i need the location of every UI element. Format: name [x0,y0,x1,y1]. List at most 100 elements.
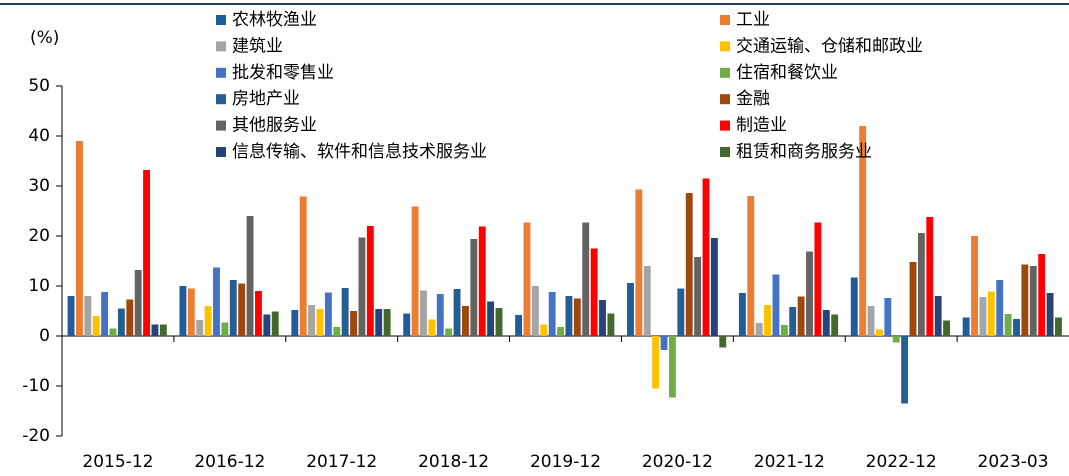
bar [159,324,167,336]
bar [84,296,92,336]
bar [383,309,391,336]
bar [822,310,830,336]
y-tick-label: 40 [28,126,50,146]
bar [196,320,204,336]
bar [143,170,151,336]
bar [1021,264,1029,336]
bar [719,336,727,348]
y-tick-label: 10 [28,276,50,296]
bar [109,328,117,336]
bar [531,286,539,336]
bar [1038,254,1046,336]
y-tick-label: 30 [28,176,50,196]
y-tick-label: 0 [39,326,50,346]
legend-label: 工业 [736,10,770,30]
bar [445,328,453,336]
bar [515,315,523,336]
legend-swatch [216,120,226,131]
bar [909,262,917,336]
bar [462,306,469,336]
bar [350,311,357,336]
bar [324,292,332,336]
bar [565,296,573,336]
bar [780,325,788,336]
bar [333,327,341,336]
bar [892,336,900,343]
bar [710,238,718,336]
x-tick-label: 2022-12 [866,452,937,472]
legend-swatch [720,15,730,25]
bar [764,305,771,336]
legend-swatch [216,15,226,25]
bar [548,292,556,336]
bar [867,306,875,336]
bar [436,294,444,336]
legend-label: 金融 [736,89,770,109]
bar [884,298,892,336]
bar [643,266,651,336]
bar [979,297,987,336]
legend-swatch [720,94,730,105]
bar [926,217,934,336]
bar [789,307,797,336]
bar [850,277,858,336]
bar [1029,266,1037,336]
bar [246,216,254,336]
x-tick-label: 2023-03 [978,452,1049,472]
bar [1055,317,1062,336]
bar [590,248,598,336]
bar [134,270,142,336]
bar [607,313,615,336]
legend-swatch [720,120,730,131]
y-tick-label: 50 [28,76,50,96]
bar [126,299,134,336]
bar [470,239,478,336]
bar [627,283,634,336]
legend-label: 农林牧渔业 [232,10,317,30]
bar [599,300,606,336]
legend-label: 交通运输、仓储和邮政业 [736,36,923,56]
bar [117,308,125,336]
legend-swatch [216,94,226,105]
bar [943,320,951,336]
x-tick-label: 2016-12 [194,452,265,472]
y-axis-label: (%) [30,28,59,48]
bar [151,324,159,336]
bar [375,309,383,336]
x-tick-label: 2020-12 [642,452,713,472]
bar [962,317,970,336]
bar [271,311,279,336]
legend-swatch [720,147,730,157]
x-tick-label: 2015-12 [82,452,153,472]
bar [987,291,995,336]
legend-label: 住宿和餐饮业 [736,63,838,83]
bar [652,336,660,389]
bar [478,226,486,336]
bar [179,286,187,336]
bar [255,291,262,336]
y-tick-label: -10 [22,376,50,396]
bar [487,301,495,336]
bar [677,288,685,336]
legend-swatch [216,41,226,52]
legend-label: 其他服务业 [232,116,317,136]
x-tick-label: 2017-12 [306,452,377,472]
bar [540,324,548,336]
bar [747,196,755,336]
legend-label: 制造业 [736,116,787,136]
bar [204,306,212,336]
bar [831,314,839,336]
bar [238,283,246,336]
bar [428,319,436,336]
bar [668,336,676,398]
bar [75,141,83,336]
bar [495,308,503,336]
bar [859,126,867,336]
bar [934,296,942,336]
bar [316,309,324,336]
bar [411,206,419,336]
bar [582,222,590,336]
bar [1013,319,1020,336]
legend-label: 信息传输、软件和信息技术服务业 [232,142,487,162]
